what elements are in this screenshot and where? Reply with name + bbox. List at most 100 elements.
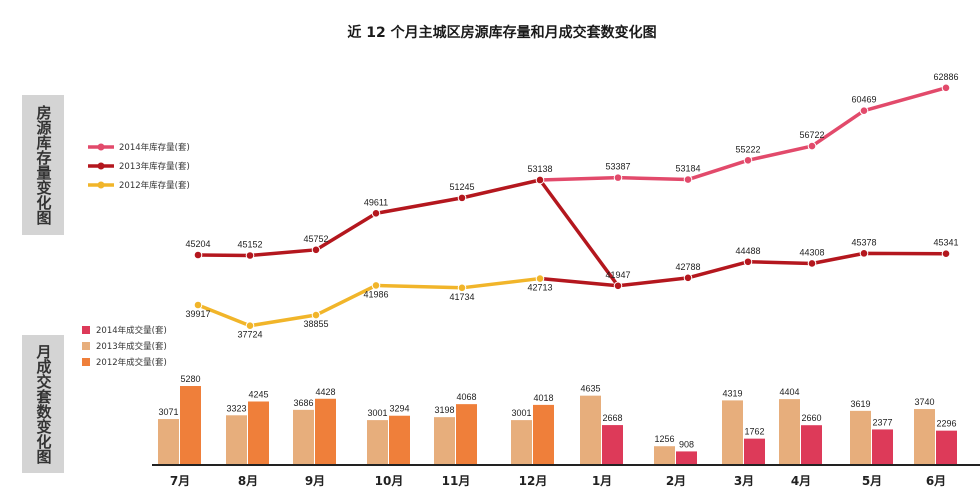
bar-2013: [580, 395, 601, 465]
bar-2013-data-label: 3071: [158, 407, 178, 417]
series-2013-inventory-data-label: 45341: [933, 238, 958, 248]
series-2013-inventory-data-label: 41947: [605, 270, 630, 280]
series-2012-inventory-data-label: 41734: [449, 292, 474, 302]
series-2013-inventory-point: [683, 273, 693, 283]
series-2014-inventory-data-label: 53387: [605, 162, 630, 172]
series-2013-inventory-data-label: 45204: [185, 239, 210, 249]
bar-2014: [676, 451, 697, 465]
series-2012-inventory-data-label: 41986: [363, 289, 388, 299]
legend-label-2013: 2013年库存量(套): [119, 161, 190, 172]
series-2013-inventory-point: [535, 175, 545, 185]
bar-2012-data-label: 5280: [180, 374, 200, 384]
legend-swatch-2014: [82, 326, 90, 334]
bar-2013-data-label: 3619: [850, 399, 870, 409]
x-tick-label: 10月: [375, 474, 404, 488]
series-2014-inventory-point: [859, 106, 869, 115]
series-2012-inventory-point: [311, 310, 321, 320]
series-2013-inventory-data-label: 45152: [237, 239, 262, 249]
bar-2013: [914, 409, 935, 465]
legend-label-2013: 2013年成交量(套): [96, 341, 167, 352]
legend-swatch-2012: [82, 358, 90, 366]
bar-2013: [158, 419, 179, 465]
x-tick-label: 12月: [519, 474, 548, 488]
bar-2013-data-label: 3740: [914, 397, 934, 407]
legend-label-2014: 2014年成交量(套): [96, 325, 167, 336]
series-2013-inventory-data-label: 45752: [303, 234, 328, 244]
bar-2013-data-label: 4404: [779, 387, 799, 397]
x-tick-label: 9月: [305, 474, 325, 488]
series-2013-inventory-link: [539, 276, 619, 288]
chart-title: 近 12 个月主城区房源库存量和月成交套数变化图: [347, 25, 657, 41]
series-2013-inventory-data-label: 44488: [735, 246, 760, 256]
bar-2013: [367, 420, 388, 465]
bar-2014-data-label: 2377: [872, 417, 892, 427]
series-2013-inventory-point: [245, 251, 255, 260]
bar-2014-data-label: 908: [679, 439, 694, 449]
series-2012-inventory-data-label: 37724: [237, 330, 262, 340]
series-2013-inventory-point: [743, 257, 753, 267]
bar-2014-data-label: 2660: [801, 413, 821, 423]
legend-label-2014: 2014年库存量(套): [119, 142, 190, 153]
series-2013-inventory-point: [311, 245, 321, 255]
side-label-inventory: 房源库存量变化图: [22, 95, 64, 235]
x-tick-label: 11月: [442, 474, 471, 488]
legend-label-2012: 2012年成交量(套): [96, 357, 167, 368]
series-2013-inventory-point: [371, 209, 381, 218]
series-2012-inventory-point: [193, 300, 203, 310]
series-2013-inventory-data-label: 44308: [799, 247, 824, 257]
bar-2013: [722, 400, 743, 465]
series-2014-inventory-data-label: 55222: [735, 144, 760, 154]
bar-2013-data-label: 1256: [654, 434, 674, 444]
series-2013-inventory-point: [613, 281, 623, 291]
bar-2014: [936, 430, 957, 465]
bar-2013: [293, 409, 314, 465]
bar-2012-data-label: 4428: [315, 387, 335, 397]
series-2013-inventory-data-label: 53138: [527, 164, 552, 174]
bar-2013: [654, 446, 675, 465]
bar-2014-data-label: 1762: [744, 427, 764, 437]
bar-2012: [533, 404, 554, 465]
bar-2012: [248, 401, 269, 465]
bar-2013-data-label: 4319: [722, 388, 742, 398]
series-2012-inventory-point: [245, 321, 255, 331]
bar-2013: [226, 415, 247, 465]
bar-2012: [180, 386, 201, 465]
bar-2012: [315, 398, 336, 465]
series-2013-inventory-point: [457, 193, 467, 203]
bar-2013-data-label: 4635: [580, 384, 600, 394]
series-2013-inventory-point: [193, 250, 203, 260]
series-2014-inventory-data-label: 62886: [933, 72, 958, 82]
legend-marker-2013: [97, 162, 105, 170]
series-2014-inventory-point: [941, 83, 951, 93]
bar-2014-data-label: 2668: [602, 413, 622, 423]
series-2013-inventory-data-label: 45378: [851, 237, 876, 247]
bar-2013: [434, 417, 455, 465]
legend-swatch-2013: [82, 342, 90, 350]
series-2014-inventory-line: [617, 86, 947, 182]
series-2012-inventory-line: [197, 276, 541, 328]
series-2012-inventory-point: [535, 274, 545, 283]
series-2013-inventory-line: [197, 178, 947, 288]
legend-marker-2012: [97, 181, 105, 189]
bar-2012-data-label: 3294: [389, 404, 409, 414]
bar-2013-data-label: 3001: [511, 408, 531, 418]
series-2014-inventory-point: [683, 175, 693, 184]
bar-2014: [801, 425, 822, 465]
series-2013-inventory-data-label: 42788: [675, 262, 700, 272]
legend-marker-2014: [97, 143, 105, 151]
bar-2014: [872, 429, 893, 465]
bar-2013-data-label: 3686: [293, 398, 313, 408]
series-2014-inventory-data-label: 60469: [851, 95, 876, 105]
series-2014-inventory-point: [613, 173, 623, 182]
bar-2012: [389, 415, 410, 465]
x-tick-label: 1月: [592, 474, 612, 488]
series-2013-inventory-point: [859, 249, 869, 258]
series-2012-inventory-point: [371, 281, 381, 290]
bar-2012: [456, 404, 477, 465]
bar-2013-data-label: 3198: [434, 405, 454, 415]
series-2012-inventory-data-label: 42713: [527, 283, 552, 293]
series-2012-inventory-data-label: 38855: [303, 319, 328, 329]
x-tick-label: 6月: [926, 474, 946, 488]
series-2013-inventory-data-label: 49611: [364, 197, 388, 207]
